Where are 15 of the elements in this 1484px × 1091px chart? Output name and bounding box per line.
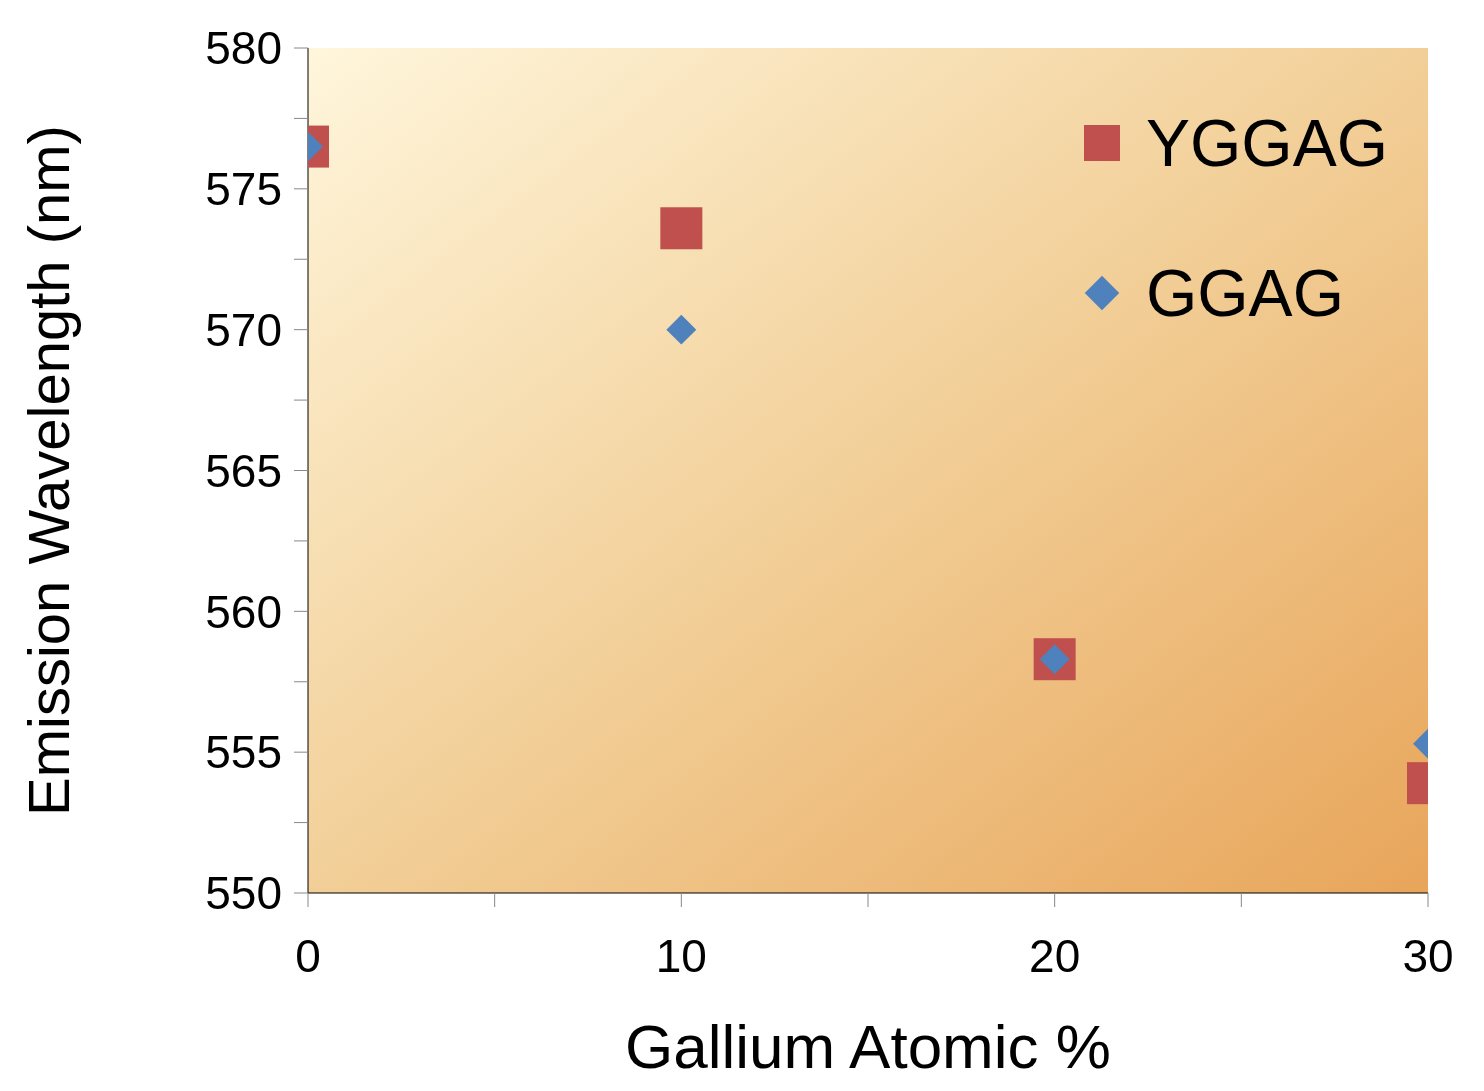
- x-axis-title: Gallium Atomic %: [625, 1012, 1111, 1081]
- x-tick-label: 20: [1029, 929, 1081, 982]
- y-tick-label: 560: [205, 585, 282, 638]
- y-tick-label: 570: [205, 304, 282, 356]
- x-tick-label: 0: [295, 929, 321, 982]
- y-tick-label: 550: [205, 867, 282, 920]
- y-tick-label: 575: [205, 163, 282, 216]
- x-tick-label: 30: [1402, 929, 1454, 982]
- y-axis-title: Emission Wavelength (nm): [15, 125, 81, 816]
- y-tick-label: 580: [205, 22, 282, 75]
- legend-label: YGGAG: [1145, 105, 1388, 181]
- y-tick-label: 555: [205, 726, 282, 779]
- legend-label: GGAG: [1145, 255, 1344, 331]
- y-tick-label: 565: [205, 444, 282, 497]
- x-tick-label: 10: [655, 929, 707, 982]
